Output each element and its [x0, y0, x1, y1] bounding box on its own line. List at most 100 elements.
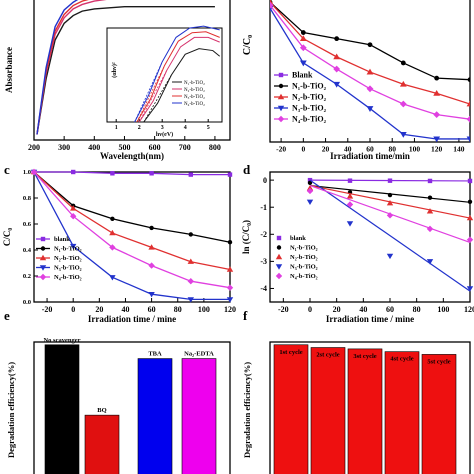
data-point [466, 115, 470, 123]
data-point [275, 272, 283, 280]
legend-label: N₂-b-TiO₂ [54, 255, 82, 262]
inset-tangent-line [138, 70, 168, 123]
bar [421, 354, 457, 474]
data-point [70, 213, 77, 220]
data-point [30, 168, 38, 176]
y-axis-label: Degradation efficiency(%) [6, 362, 16, 458]
data-point [433, 136, 441, 142]
bar-label: No scavenger [43, 337, 80, 344]
x-tick-label: 100 [409, 145, 421, 154]
series-line [34, 171, 230, 176]
data-point [70, 243, 77, 250]
x-tick-label: 500 [118, 143, 130, 152]
legend-label: N₃-b-TiO₂ [54, 265, 82, 272]
inset-x-label: hv(eV) [156, 131, 173, 138]
data-point [70, 205, 77, 211]
data-point [277, 93, 285, 100]
x-tick-label: 120 [431, 145, 443, 154]
panel-b: -20 0 20 40 60 80 100 120 140 Irradiation time/mi… [242, 0, 471, 161]
data-point [227, 172, 233, 177]
legend-item: Blank [274, 71, 313, 80]
bar-label: 1st cycle [279, 349, 302, 356]
legend-label: N₃-b-TiO₂ [290, 264, 318, 271]
data-point [427, 195, 433, 200]
bar [273, 344, 309, 474]
data-point [188, 232, 193, 237]
panel-d: d -20 0 20 40 60 80 100 120 0 -1 -2 -3 -4 Irradiation … [241, 162, 474, 324]
x-tick-label: 100 [198, 305, 210, 314]
data-point [306, 185, 314, 191]
legend-item: N₄-b-TiO₂ [275, 272, 318, 280]
data-point [226, 297, 234, 303]
panel-f: f Degradation efficiency(%) 1st cycle 2st c… [242, 308, 471, 474]
x-tick-label: -20 [278, 305, 289, 314]
data-point [366, 106, 374, 112]
inset-series-line [134, 25, 220, 123]
data-point [306, 199, 314, 205]
x-tick-label: 20 [322, 145, 330, 154]
data-point [276, 235, 282, 241]
y-tick-label: -3 [260, 257, 267, 266]
x-tick-label: 800 [209, 143, 221, 152]
data-point [188, 172, 193, 177]
x-tick-label: 80 [413, 305, 421, 314]
panel-letter: e [4, 308, 10, 323]
legend-item: N₂-b-TiO₂ [36, 254, 82, 262]
y-tick-label: -4 [260, 284, 267, 293]
data-point [426, 259, 434, 265]
legend-item: N₂-b-TiO₂ [274, 93, 327, 102]
data-point [386, 212, 394, 219]
legend-item: N₁-b-TiO₂ [274, 82, 327, 91]
panel-a: 200 300 400 500 600 700 800 Absorbance Wavelengt… [4, 0, 231, 161]
legend-item: N₃-b-TiO₂ [274, 104, 327, 113]
data-point [426, 208, 434, 214]
x-tick-label: -20 [276, 145, 286, 154]
data-point [227, 240, 233, 245]
data-point [467, 77, 470, 83]
series-line [33, 171, 230, 301]
panel-letter: f [243, 308, 248, 323]
y-axis-label: C/C₀ [2, 228, 12, 246]
series-line [270, 4, 470, 120]
legend-item: blank [276, 235, 306, 242]
data-point [226, 266, 234, 272]
inset-x-tick-label: 2 [138, 125, 141, 131]
x-axis-label: Irradiation time / mine [88, 314, 176, 324]
data-point [39, 254, 47, 261]
data-point [109, 229, 116, 236]
inset-x-tick-label: 1 [115, 125, 118, 131]
legend-label: N₂-b-TiO₂ [290, 254, 318, 261]
data-point [334, 36, 340, 42]
bar-label: 4st cycle [390, 356, 413, 363]
y-tick-label: -1 [260, 203, 267, 212]
legend-item: N₃-b-TiO₂ [36, 265, 82, 272]
bar [44, 344, 80, 474]
data-point [276, 245, 282, 250]
inset-plot: 1 2 3 4 5 hv(eV) (αhv)² N₁-b-TiO₂ N₂-b-TiO₂ N₃-b-… [106, 25, 223, 138]
y-tick-label: 0.0 [23, 299, 31, 306]
data-point [400, 60, 406, 66]
data-point [466, 136, 470, 142]
data-point [433, 111, 441, 119]
bar-label: TBA [148, 351, 162, 358]
y-tick-label: 0 [263, 176, 267, 185]
data-point [109, 275, 116, 281]
data-point [367, 42, 373, 48]
bar-label: 2st cycle [316, 352, 339, 359]
y-tick-label: 0.8 [23, 195, 32, 202]
bar [347, 348, 383, 474]
panel-c: c -20 0 20 40 60 80 100 120 0.0 0.2 0.4 0.6 0.8 1.0 Irr… [2, 162, 236, 324]
inset-x-tick-label: 3 [161, 125, 164, 131]
y-axis-label: Absorbance [4, 47, 14, 93]
data-point [299, 44, 307, 52]
y-tick-label: 0.4 [23, 247, 32, 254]
bar [181, 358, 217, 474]
data-point [277, 115, 285, 123]
x-tick-label: 400 [88, 143, 100, 152]
data-point [366, 68, 374, 75]
data-point [466, 286, 474, 292]
series-line [36, 5, 215, 135]
data-point [299, 35, 307, 42]
x-tick-label: 120 [464, 305, 474, 314]
